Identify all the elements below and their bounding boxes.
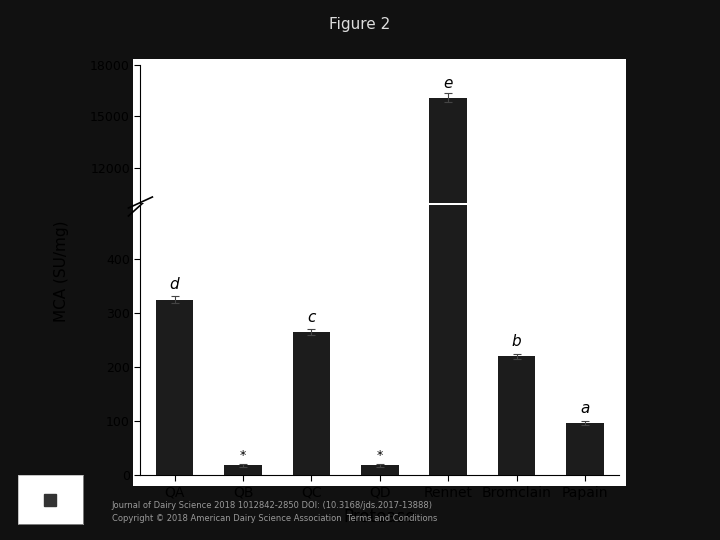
Text: Copyright © 2018 American Dairy Science Association  Terms and Conditions: Copyright © 2018 American Dairy Science …	[112, 514, 437, 523]
Text: *: *	[240, 449, 246, 462]
Text: Journal of Dairy Science 2018 1012842-2850 DOI: (10.3168/jds.2017-13888): Journal of Dairy Science 2018 1012842-28…	[112, 501, 433, 510]
Bar	[156, 300, 194, 475]
Bar	[498, 371, 536, 375]
Bar	[429, 0, 467, 475]
Text: Figure 2: Figure 2	[329, 17, 391, 32]
Text: c: c	[307, 309, 315, 325]
Bar	[566, 373, 604, 375]
Text: e: e	[444, 76, 453, 91]
Bar	[498, 356, 536, 475]
Text: MCA (SU/mg): MCA (SU/mg)	[54, 221, 68, 322]
Bar	[156, 369, 194, 375]
Bar	[292, 370, 330, 375]
Text: a: a	[580, 401, 590, 416]
Bar	[429, 98, 467, 375]
Bar	[224, 465, 262, 475]
Bar	[566, 423, 604, 475]
Text: d: d	[170, 277, 179, 292]
Bar	[361, 465, 399, 475]
Text: b: b	[512, 334, 521, 349]
Bar	[292, 332, 330, 475]
Text: *: *	[377, 449, 383, 462]
X-axis label: Protease: Protease	[343, 508, 416, 526]
